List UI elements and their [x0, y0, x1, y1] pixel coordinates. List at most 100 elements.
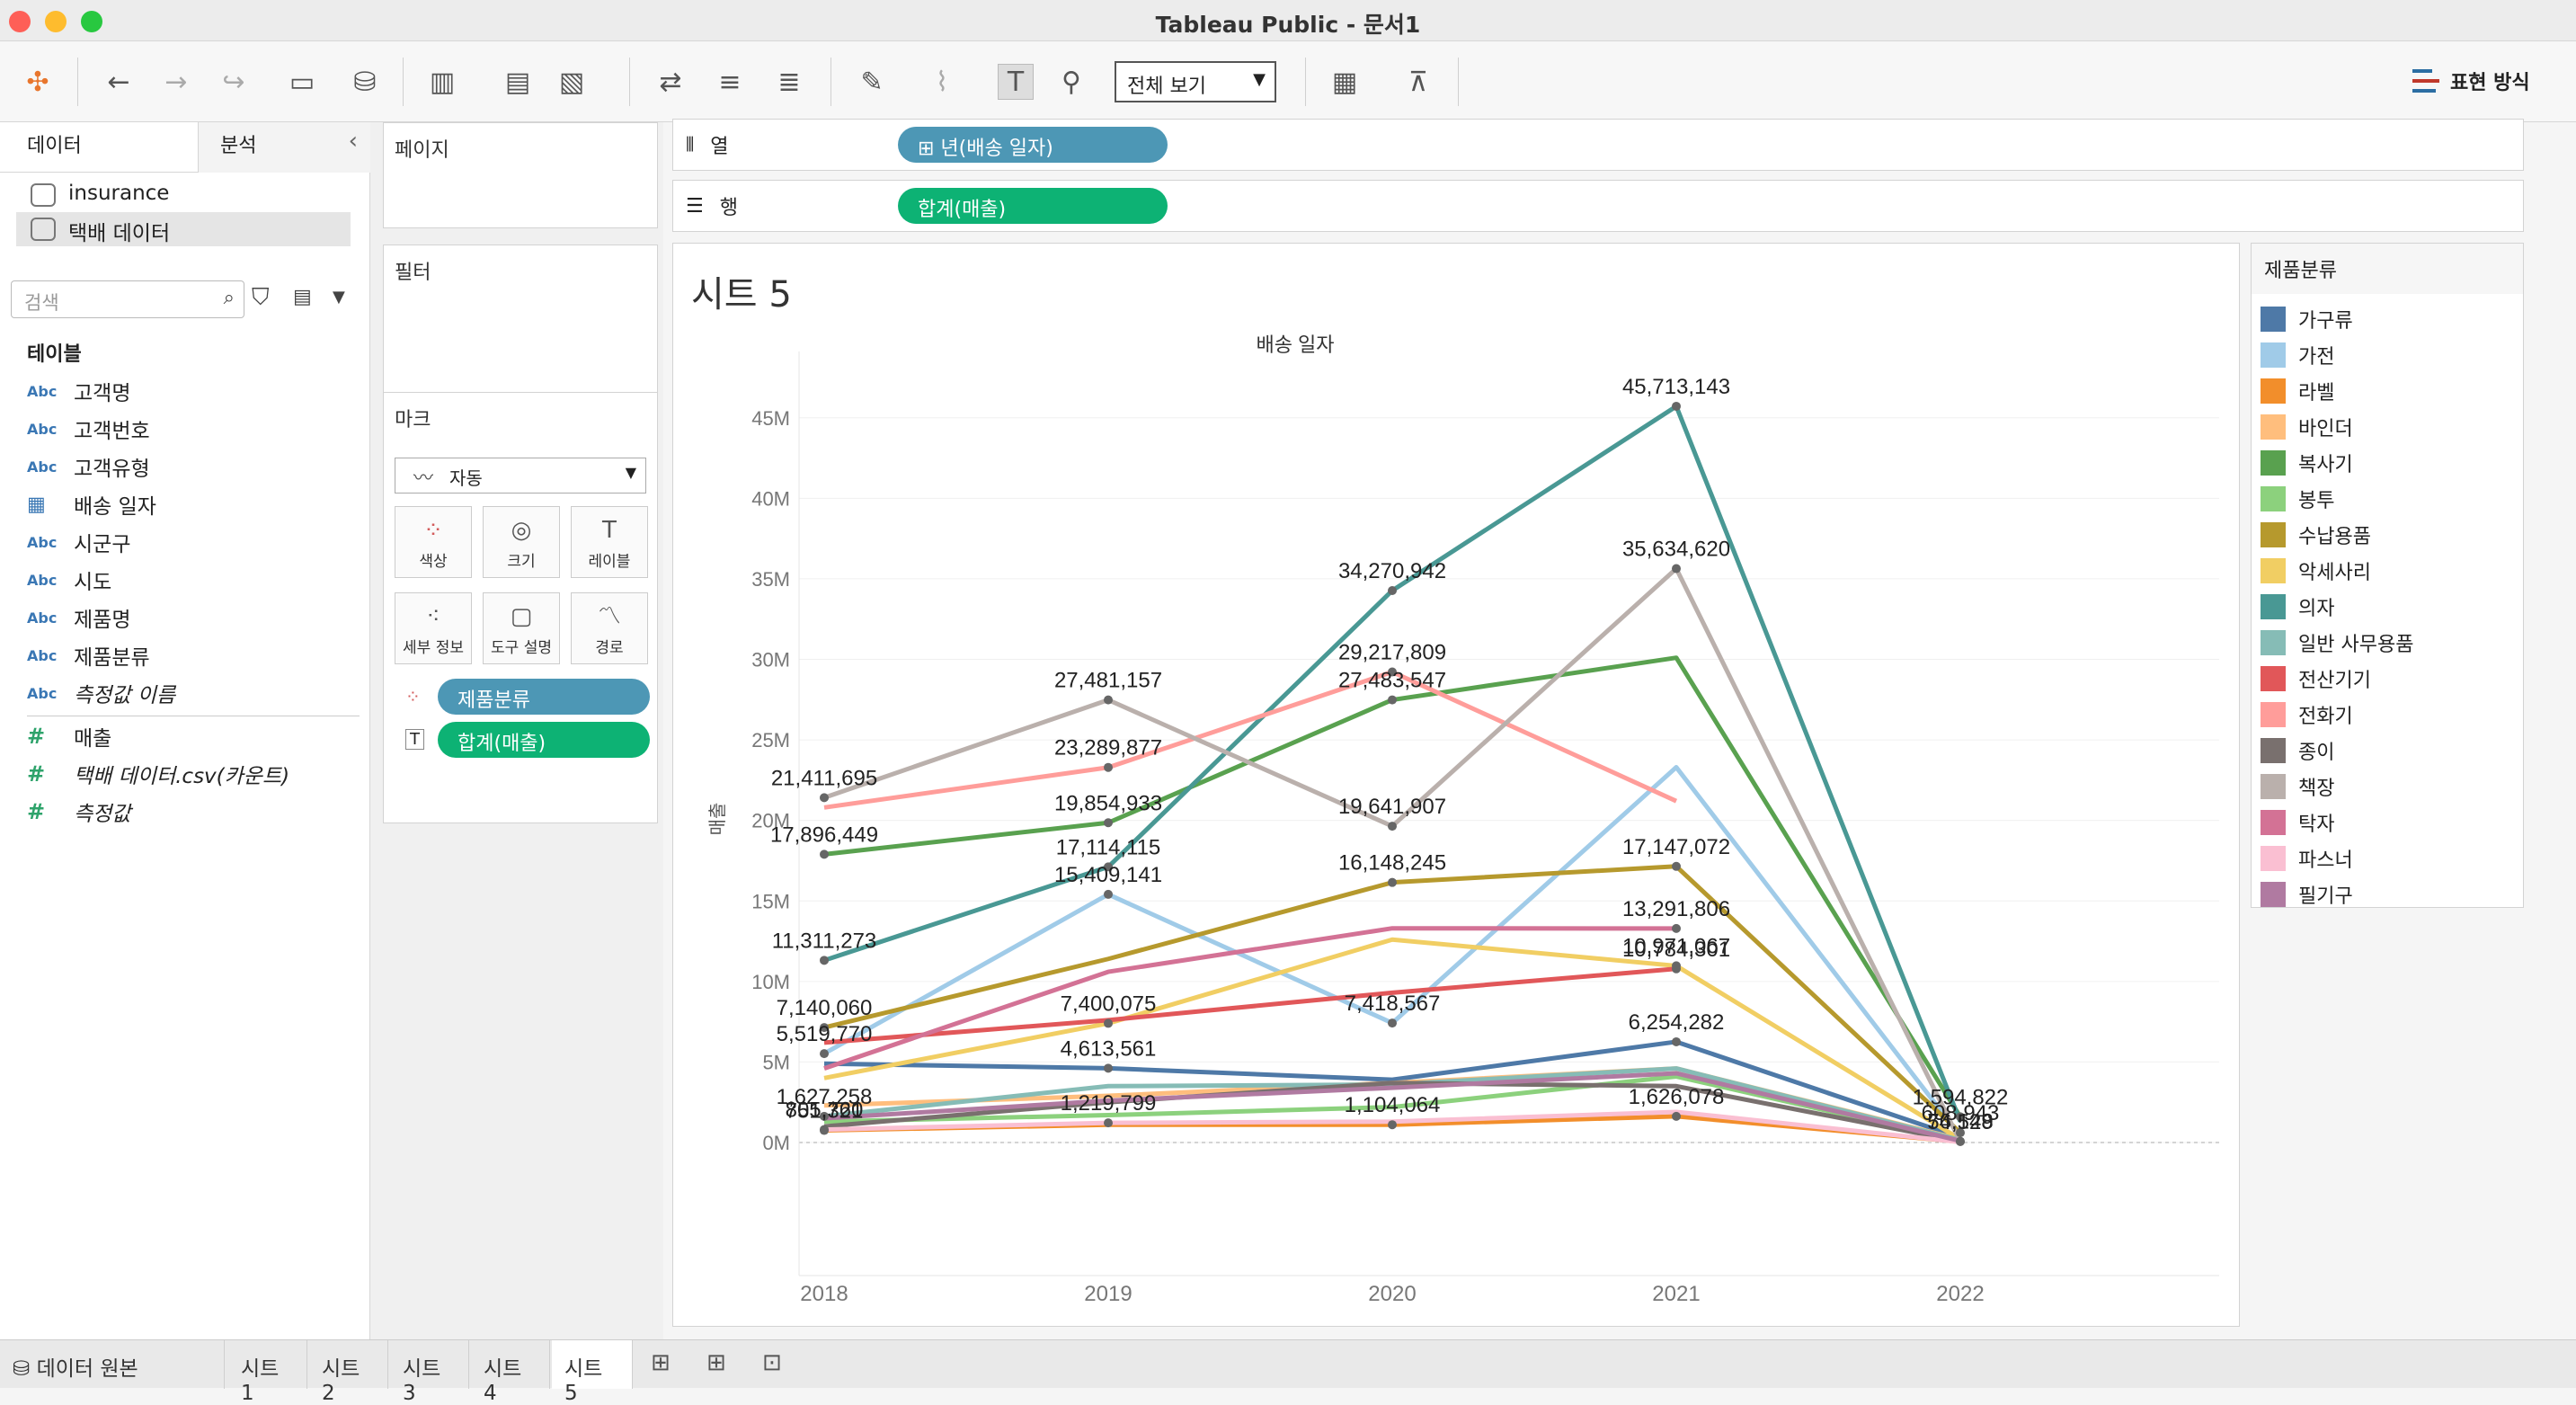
maximize-window-button[interactable] — [81, 11, 102, 32]
show-me-button[interactable]: 표현 방식 — [2412, 67, 2530, 95]
field-item[interactable]: # 택배 데이터.csv(카운트) — [27, 757, 289, 791]
tab-sheet-5[interactable]: 시트 5 — [552, 1340, 633, 1405]
color-button[interactable]: ⁘ 색상 — [395, 506, 472, 578]
group-icon[interactable]: ⌇ — [935, 66, 949, 98]
tab-sheet-1[interactable]: 시트 1 — [228, 1340, 307, 1405]
presentation-icon[interactable]: ⊼ — [1408, 66, 1428, 98]
datasource-insurance[interactable]: insurance — [16, 178, 351, 212]
legend-item[interactable]: 책장 — [2261, 770, 2334, 803]
columns-pill[interactable]: ⊞ 년(배송 일자) — [898, 127, 1168, 163]
field-name: 제품분류 — [74, 646, 150, 670]
legend-item[interactable]: 수납용품 — [2261, 519, 2371, 551]
color-pill[interactable]: 제품분류 — [438, 679, 650, 715]
show-cards-icon[interactable]: ▦ — [1331, 66, 1358, 98]
legend-label: 탁자 — [2298, 814, 2335, 836]
minimize-window-button[interactable] — [45, 11, 67, 32]
field-item[interactable]: Abc 시도 — [27, 563, 111, 597]
field-item[interactable]: ▦ 배송 일자 — [27, 487, 156, 521]
field-item[interactable]: Abc 제품분류 — [27, 638, 150, 672]
field-item[interactable]: # 측정값 — [27, 795, 130, 829]
x-tick-label: 2022 — [1936, 1282, 1984, 1306]
new-dashboard-icon[interactable]: ⊞ — [706, 1349, 726, 1376]
detail-button[interactable]: ⁖ 세부 정보 — [395, 592, 472, 664]
legend-item[interactable]: 봉투 — [2261, 483, 2334, 515]
line-chart[interactable]: 배송 일자 0M 5M 10M 15M 20M 25M 30M 35M 40M 45M 매출 2018 2… — [673, 244, 2241, 1328]
close-window-button[interactable] — [9, 11, 31, 32]
tab-data[interactable]: 데이터 — [27, 135, 82, 157]
tab-sheet-4[interactable]: 시트 4 — [471, 1340, 550, 1405]
field-item[interactable]: Abc 고객번호 — [27, 412, 150, 446]
legend-item[interactable]: 전화기 — [2261, 698, 2353, 731]
legend-item[interactable]: 악세사리 — [2261, 555, 2371, 587]
swap-icon[interactable]: ⇄ — [659, 66, 682, 98]
rows-shelf[interactable]: ☰ 행 합계(매출) — [672, 180, 2524, 232]
filter-icon[interactable]: ⛉ — [252, 284, 270, 311]
tab-analysis[interactable]: 분석 ‹ — [198, 122, 370, 173]
undo-icon[interactable]: ← — [107, 66, 130, 98]
collapse-pane-icon[interactable]: ‹ — [348, 128, 358, 155]
tooltip-button[interactable]: ▢ 도구 설명 — [483, 592, 560, 664]
show-labels-icon[interactable]: T — [998, 64, 1034, 100]
y-tick-label: 45M — [751, 407, 790, 430]
tab-datasource[interactable]: ⛁ 데이터 원본 — [0, 1340, 225, 1389]
fix-axes-icon[interactable]: ⚲ — [1061, 66, 1081, 98]
path-icon: 〽 — [597, 603, 621, 630]
field-item[interactable]: Abc 고객명 — [27, 374, 130, 408]
field-item[interactable]: Abc 측정값 이름 — [27, 676, 175, 710]
legend-swatch — [2261, 702, 2286, 727]
tab-sheet-3[interactable]: 시트 3 — [390, 1340, 469, 1405]
search-input[interactable]: 검색 ⌕ — [11, 280, 244, 318]
field-item[interactable]: Abc 제품명 — [27, 600, 130, 635]
number-type-icon: # — [27, 724, 46, 749]
y-tick-label: 35M — [751, 568, 790, 591]
legend-item[interactable]: 바인더 — [2261, 411, 2353, 443]
view-toggle-icon[interactable]: ▤ — [293, 286, 312, 308]
path-button[interactable]: 〽 경로 — [571, 592, 648, 664]
legend-item[interactable]: 탁자 — [2261, 806, 2334, 839]
legend-item[interactable]: 전산기기 — [2261, 662, 2371, 695]
fit-dropdown[interactable]: 전체 보기 ▼ — [1115, 61, 1276, 102]
legend-item[interactable]: 가전 — [2261, 339, 2334, 371]
sort-ascending-icon[interactable]: ≡ — [718, 66, 742, 98]
legend-item[interactable]: 복사기 — [2261, 447, 2353, 479]
new-story-icon[interactable]: ⊡ — [762, 1349, 782, 1376]
rows-icon: ☰ — [686, 194, 704, 218]
series-line — [823, 966, 1677, 1045]
sort-descending-icon[interactable]: ≣ — [777, 66, 801, 98]
chevron-down-icon[interactable]: ▼ — [333, 288, 345, 307]
field-item[interactable]: Abc 시군구 — [27, 525, 130, 559]
size-button[interactable]: ◎ 크기 — [483, 506, 560, 578]
tableau-logo-icon[interactable]: ✣ — [26, 66, 49, 98]
chart-title: 배송 일자 — [1256, 333, 1334, 356]
legend-item[interactable]: 종이 — [2261, 734, 2334, 767]
data-label: 805,760 — [786, 1098, 864, 1123]
legend-item[interactable]: 가구류 — [2261, 303, 2353, 335]
columns-shelf[interactable]: ⫴ 열 ⊞ 년(배송 일자) — [672, 119, 2524, 171]
highlight-icon[interactable]: ✎ — [860, 66, 884, 98]
new-worksheet-icon[interactable]: ▥ — [429, 66, 456, 98]
legend-item[interactable]: 일반 사무용품 — [2261, 627, 2413, 659]
pages-card[interactable]: 페이지 — [383, 122, 658, 228]
label-pill[interactable]: 합계(매출) — [438, 722, 650, 758]
clear-sheet-icon[interactable]: ▧ — [558, 66, 585, 98]
datasource-delivery[interactable]: 택배 데이터 — [16, 212, 351, 246]
mark-type-select[interactable]: 〰 자동 ▼ — [395, 458, 646, 494]
replay-icon[interactable]: ↪ — [222, 66, 245, 98]
legend-item[interactable]: 파스너 — [2261, 842, 2353, 875]
save-icon[interactable]: ▭ — [289, 66, 315, 98]
size-icon: ◎ — [511, 517, 532, 544]
field-item[interactable]: # 매출 — [27, 719, 111, 753]
rows-pill[interactable]: 합계(매출) — [898, 188, 1168, 224]
redo-icon[interactable]: → — [164, 66, 188, 98]
string-type-icon: Abc — [27, 458, 58, 476]
new-datasource-icon[interactable]: ⛁ — [353, 66, 377, 98]
duplicate-sheet-icon[interactable]: ▤ — [504, 66, 531, 98]
legend-item[interactable]: 라벨 — [2261, 375, 2334, 407]
label-button[interactable]: T 레이블 — [571, 506, 648, 578]
legend-item[interactable]: 필기구 — [2261, 878, 2353, 911]
field-item[interactable]: Abc 고객유형 — [27, 449, 150, 484]
legend-item[interactable]: 의자 — [2261, 591, 2334, 623]
new-worksheet-icon[interactable]: ⊞ — [651, 1349, 671, 1376]
tab-sheet-2[interactable]: 시트 2 — [309, 1340, 388, 1405]
label-icon: T — [405, 729, 424, 750]
